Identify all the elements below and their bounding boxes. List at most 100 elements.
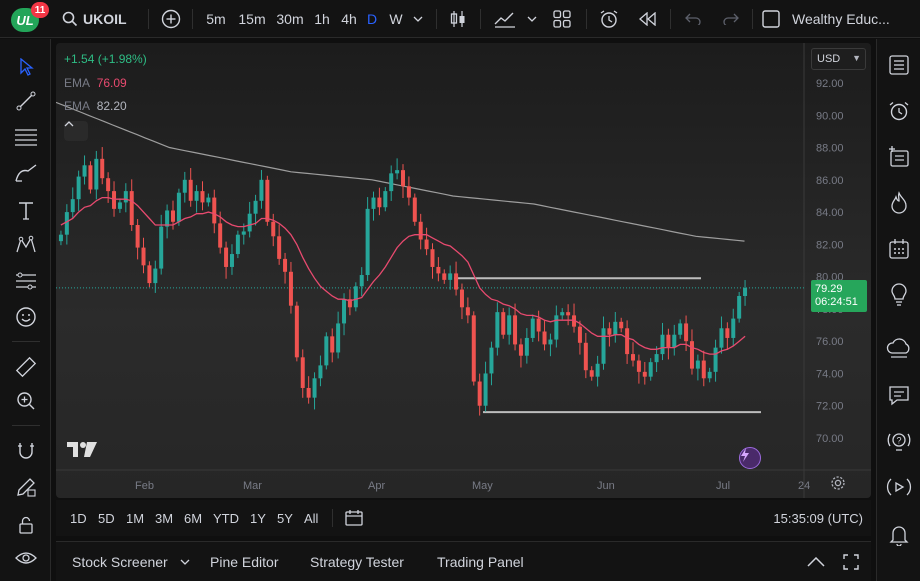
undo-button[interactable] [682,0,704,38]
candle-body [601,328,606,364]
candle-body [465,307,470,316]
range-6m[interactable]: 6M [184,510,203,526]
lock-drawings[interactable] [10,509,42,541]
divider [480,9,481,29]
range-all[interactable]: All [304,510,319,526]
hotlists-button[interactable] [883,187,915,219]
calendar-button[interactable] [883,233,915,265]
icon-tool[interactable] [10,301,42,333]
ema-legend-2[interactable]: EMA 82.20 [64,99,127,113]
fib-tool[interactable] [10,121,42,153]
chats-button[interactable] [883,333,915,365]
collapse-legend-button[interactable] [64,121,88,141]
data-window-button[interactable] [883,141,915,173]
magnet-tool[interactable] [10,435,42,467]
broadcast-icon [886,478,912,496]
forecast-tool[interactable] [10,265,42,297]
price-chart[interactable]: 92.0090.0088.0086.0084.0082.0080.0078.00… [56,43,871,498]
chart-type-button[interactable] [446,0,470,38]
interval-w[interactable]: W [389,11,403,27]
interval-d[interactable]: D [366,11,378,27]
trend-line-tool[interactable] [10,85,42,117]
layouts-button[interactable] [550,0,574,38]
help-button[interactable]: ? [883,425,915,457]
alert-button[interactable] [596,0,622,38]
indicators-dropdown[interactable] [524,0,540,38]
fullscreen-toggle[interactable] [760,0,782,38]
candle-body [406,186,411,198]
replay-button[interactable] [636,0,660,38]
candle-body [613,321,618,335]
measure-tool[interactable] [10,351,42,383]
tab-strategy-tester[interactable]: Strategy Tester [310,554,404,570]
ema-label: EMA [64,99,90,113]
currency-select[interactable]: USD ▼ [811,48,866,70]
watchlist-button[interactable] [883,49,915,81]
range-1m[interactable]: 1M [126,510,145,526]
candle-body [117,202,122,209]
range-1d[interactable]: 1D [70,510,87,526]
divider [12,425,40,426]
range-ytd[interactable]: YTD [213,510,239,526]
compare-symbol-button[interactable] [158,0,184,38]
chart-pane[interactable]: 92.0090.0088.0086.0084.0082.0080.0078.00… [56,43,871,498]
ideas-button[interactable] [883,279,915,311]
candle-body [359,275,364,287]
messages-button[interactable] [883,379,915,411]
add-list-icon [889,146,909,167]
candle-body [660,334,665,355]
text-icon [19,202,33,220]
collapse-panel-button[interactable] [807,542,825,581]
utc-clock[interactable]: 15:35:09 (UTC) [773,510,863,526]
candle-body [542,331,547,345]
zoom-tool[interactable] [10,385,42,417]
cursor-tool[interactable] [10,51,42,83]
divider [148,9,149,29]
stay-in-drawing-mode[interactable] [10,471,42,503]
interval-1h[interactable]: 1h [314,11,330,27]
ema-legend-1[interactable]: EMA 76.09 [64,76,127,90]
notifications-button[interactable] [883,519,915,551]
y-tick-label: 90.00 [816,110,844,122]
indicators-button[interactable] [492,0,518,38]
range-5d[interactable]: 5D [98,510,115,526]
pattern-tool[interactable] [10,229,42,261]
tab-pine-editor[interactable]: Pine Editor [210,554,279,570]
candle-body [300,357,305,388]
candle-body [188,179,193,201]
interval-4h[interactable]: 4h [341,11,357,27]
layout-name-button[interactable]: Wealthy Educ... [792,11,890,27]
tab-stock-screener[interactable]: Stock Screener [72,542,190,581]
x-tick-label: Apr [368,480,385,492]
candle-body [625,328,630,355]
range-1y[interactable]: 1Y [250,510,266,526]
hide-drawings[interactable] [10,542,42,574]
candle-body [129,191,134,225]
candle-body [82,165,87,177]
interval-15m[interactable]: 15m [238,11,266,27]
lightning-button[interactable] [739,447,761,469]
redo-button[interactable] [720,0,742,38]
maximize-panel-button[interactable] [843,542,859,581]
bell-icon [889,526,909,546]
divider [436,9,437,29]
streams-button[interactable] [883,471,915,503]
intervals-dropdown[interactable] [410,0,426,38]
list-icon [889,55,909,75]
brush-tool[interactable] [10,157,42,189]
pencil-lock-icon [17,478,36,497]
interval-30m[interactable]: 30m [276,11,304,27]
candle-body [200,191,205,203]
interval-5m[interactable]: 5m [206,11,226,27]
alerts-button[interactable] [883,95,915,127]
tab-trading-panel[interactable]: Trading Panel [437,554,524,570]
ema-value: 76.09 [96,76,127,90]
chart-settings-button[interactable] [830,475,850,495]
go-to-date-button[interactable] [344,500,364,536]
range-3m[interactable]: 3M [155,510,174,526]
symbol-search-button[interactable]: UKOIL [62,0,127,38]
text-tool[interactable] [10,195,42,227]
range-5y[interactable]: 5Y [277,510,293,526]
candle-body [524,337,529,356]
candle-body [283,258,288,272]
